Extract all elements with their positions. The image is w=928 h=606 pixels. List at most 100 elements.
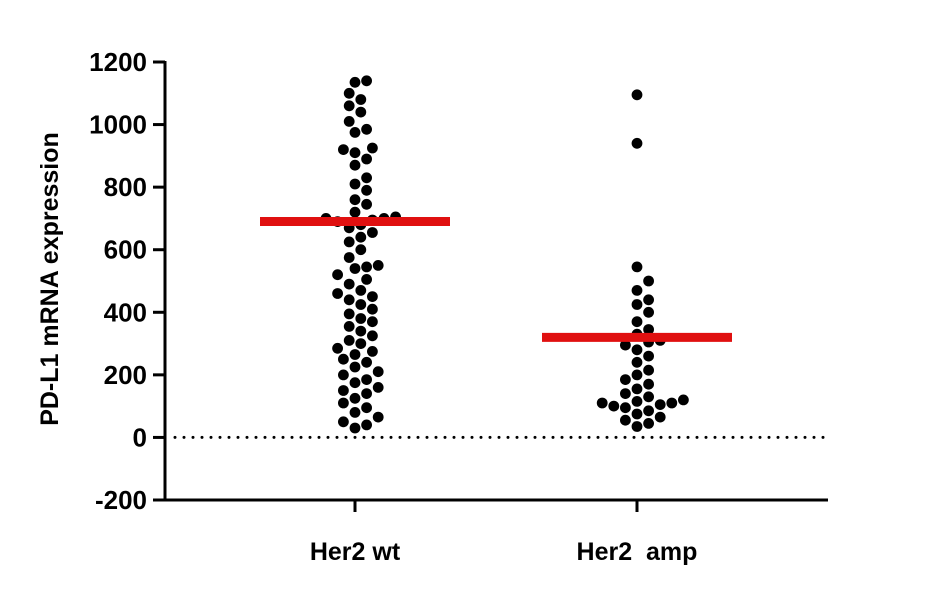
data-point <box>631 356 643 368</box>
data-point <box>643 306 654 318</box>
data-point <box>643 418 654 429</box>
data-point <box>620 374 631 385</box>
data-point <box>349 76 361 88</box>
data-point <box>372 260 384 271</box>
data-point <box>620 339 631 351</box>
data-point <box>349 377 361 389</box>
data-point <box>349 147 361 159</box>
data-point <box>631 316 643 328</box>
axes: -200 0 200 400 600 800 1000 1200 Her2 wt Her2 amp <box>89 47 828 566</box>
data-point <box>654 411 666 423</box>
y-tick-label: 800 <box>104 172 147 202</box>
y-tick-label: 600 <box>104 235 147 265</box>
data-point <box>361 274 372 285</box>
data-point <box>343 335 355 346</box>
data-point <box>343 278 355 290</box>
y-axis-title: PD-L1 mRNA expression <box>36 132 64 426</box>
data-point <box>631 261 643 273</box>
data-point <box>372 382 384 393</box>
data-point <box>631 137 643 149</box>
data-point <box>343 87 355 99</box>
data-point <box>631 396 643 407</box>
data-point <box>361 419 372 431</box>
data-point <box>643 275 654 287</box>
data-point <box>355 313 367 324</box>
data-point <box>367 346 378 357</box>
y-tick-label: 0 <box>133 422 147 452</box>
data-point <box>361 184 372 196</box>
data-point <box>338 397 349 409</box>
data-point <box>372 366 384 378</box>
data-point <box>666 397 678 409</box>
data-point <box>349 206 361 218</box>
y-tick-label: 1000 <box>89 110 147 140</box>
data-point <box>654 399 666 410</box>
data-point <box>338 385 349 396</box>
data-point <box>643 405 654 417</box>
data-point <box>355 325 367 337</box>
data-point <box>355 299 367 310</box>
data-point <box>361 402 372 414</box>
data-point <box>343 116 355 127</box>
data-point <box>631 383 643 395</box>
data-point <box>678 394 689 406</box>
data-point <box>631 421 643 432</box>
data-point <box>608 400 620 412</box>
data-point <box>372 411 384 423</box>
data-point <box>343 308 355 320</box>
data-point <box>343 236 355 248</box>
y-tick-label: 400 <box>104 297 147 327</box>
y-tick-label: 200 <box>104 360 147 390</box>
data-point <box>349 263 361 274</box>
data-point <box>631 408 643 420</box>
data-point <box>643 364 654 376</box>
data-point <box>361 356 372 368</box>
data-point <box>361 75 372 87</box>
data-point <box>355 285 367 296</box>
median-lines <box>260 217 732 342</box>
data-point <box>349 159 361 171</box>
data-point <box>338 416 349 428</box>
data-point <box>367 316 378 328</box>
data-point <box>361 153 372 165</box>
data-point <box>631 369 643 381</box>
data-point <box>343 294 355 306</box>
data-point <box>338 144 349 156</box>
x-category-label: Her2 amp <box>577 538 698 566</box>
data-point <box>367 291 378 302</box>
data-point <box>367 227 378 238</box>
data-point <box>367 303 378 315</box>
data-point <box>338 369 349 381</box>
data-point <box>620 402 631 414</box>
data-point <box>343 321 355 332</box>
data-point <box>349 422 361 434</box>
data-point <box>631 299 643 310</box>
data-point <box>643 378 654 390</box>
data-point <box>349 349 361 360</box>
data-point <box>349 126 361 138</box>
data-point <box>643 391 654 403</box>
data-point <box>361 374 372 385</box>
data-point <box>643 294 654 306</box>
data-point <box>355 231 367 243</box>
data-point <box>349 178 361 190</box>
data-point <box>631 344 643 356</box>
data-point <box>361 261 372 273</box>
data-point <box>620 414 631 426</box>
data-point <box>332 288 343 299</box>
data-point <box>631 285 643 296</box>
x-category-label: Her2 wt <box>310 538 401 566</box>
data-point <box>596 397 608 409</box>
data-point <box>367 330 378 342</box>
data-point <box>349 361 361 373</box>
data-point <box>355 94 367 105</box>
data-point <box>355 244 367 256</box>
data-point <box>643 350 654 362</box>
data-point <box>355 106 367 118</box>
data-point <box>631 89 643 101</box>
y-tick-label: -200 <box>95 485 147 515</box>
data-point <box>361 198 372 210</box>
data-point <box>643 324 654 335</box>
data-point <box>332 342 343 354</box>
data-point <box>361 172 372 184</box>
